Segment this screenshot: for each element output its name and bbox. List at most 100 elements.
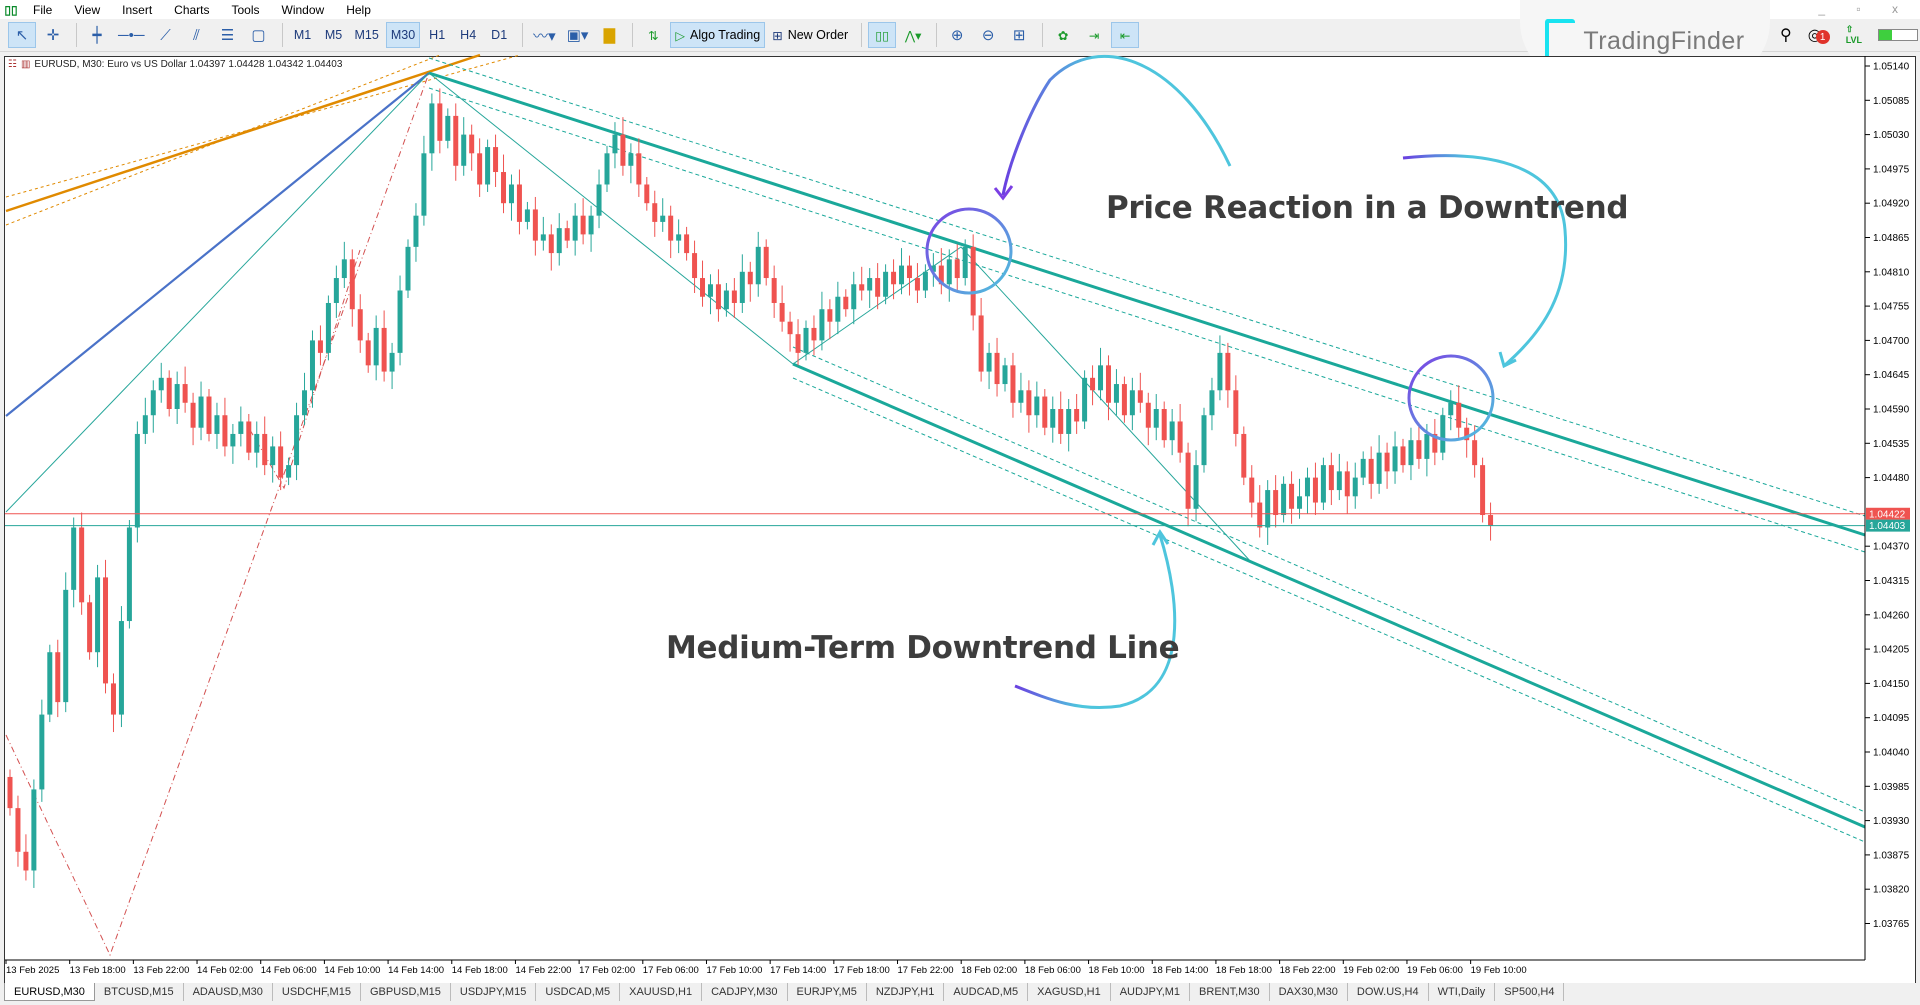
account-button[interactable]: ◎1	[1808, 25, 1830, 45]
candle	[501, 154, 507, 214]
menu-window[interactable]: Window	[281, 2, 325, 17]
chart-tab[interactable]: EURUSD,M30	[4, 983, 95, 1001]
price-tick-label: 1.03985	[1873, 782, 1910, 793]
search-icon[interactable]: ⚲	[1780, 26, 1792, 44]
menu-tools[interactable]: Tools	[231, 2, 260, 17]
candle	[397, 275, 403, 366]
orange-dotted-line[interactable]	[5, 54, 521, 198]
chart-tab[interactable]: XAUUSD,H1	[620, 983, 703, 1001]
blue-trendline[interactable]	[5, 72, 430, 417]
autoscroll-icon[interactable]: ⇤	[1111, 22, 1140, 48]
horizontal-line-icon[interactable]: ─•─	[118, 26, 145, 44]
folder-icon[interactable]: ▇	[603, 27, 616, 44]
zoom-out-icon[interactable]: ⊖	[981, 27, 995, 44]
menu-charts[interactable]: Charts	[174, 2, 210, 17]
timeframe-d1[interactable]: D1	[491, 28, 508, 42]
candle	[803, 320, 809, 361]
new-order-label: New Order	[787, 28, 849, 42]
upper-dotted-line[interactable]	[428, 87, 1866, 553]
chart-tab[interactable]: AUDCAD,M5	[944, 983, 1029, 1001]
level-indicator[interactable]: ⇧ LVL	[1845, 24, 1863, 45]
timeframe-m15[interactable]: M15	[354, 28, 379, 42]
candle-body	[580, 215, 586, 235]
vertical-line-icon[interactable]: ┿	[92, 27, 102, 44]
candle-body	[341, 259, 347, 279]
shapes-icon[interactable]: ▢	[251, 27, 266, 44]
channel-icon[interactable]: ⫽	[193, 26, 200, 44]
chart-tab[interactable]: WTI,Daily	[1429, 983, 1496, 1001]
thin-teal-line[interactable]	[5, 72, 430, 513]
time-tick-label: 18 Feb 02:00	[961, 965, 1017, 976]
candle-body	[381, 327, 387, 372]
one-click-trading-icon[interactable]: ⇅	[648, 28, 659, 43]
window-controls[interactable]: _ ▫ x	[1818, 2, 1912, 16]
candle-body	[1257, 502, 1263, 528]
chart-tab[interactable]: USDCHF,M15	[273, 983, 361, 1001]
main-downtrend-line[interactable]	[428, 71, 1866, 537]
chart-tab[interactable]: GBPUSD,M15	[361, 983, 451, 1001]
timeframe-m5[interactable]: M5	[324, 28, 343, 42]
menu-help[interactable]: Help	[346, 2, 371, 17]
candle-body	[819, 309, 825, 341]
indicators-icon[interactable]: 〰▾	[533, 27, 556, 45]
candle-body	[811, 327, 817, 341]
candle-body	[150, 390, 156, 416]
menu-file[interactable]: File	[33, 2, 53, 17]
chart-tab[interactable]: DOW.US,H4	[1348, 983, 1429, 1001]
red-zigzag-line[interactable]	[249, 249, 361, 490]
candle-body	[556, 228, 562, 254]
candle	[381, 310, 387, 382]
menu-insert[interactable]: Insert	[122, 2, 153, 17]
templates-icon[interactable]: ▣▾	[566, 27, 589, 44]
teal-zigzag-line[interactable]	[428, 72, 1253, 564]
timeframe-m30[interactable]: M30	[385, 22, 421, 48]
chart-tab[interactable]: DAX30,M30	[1270, 983, 1348, 1001]
trendline-icon[interactable]: ⟋	[160, 26, 171, 44]
chart-tab[interactable]: NZDJPY,H1	[867, 983, 945, 1001]
candle-body	[357, 309, 363, 341]
chart-tab[interactable]: XAGUSD,H1	[1028, 983, 1111, 1001]
chart-tab[interactable]: USDCAD,M5	[536, 983, 621, 1001]
tile-windows-icon[interactable]: ⊞	[1012, 27, 1026, 44]
algo-trading-button[interactable]: ▷ Algo Trading	[670, 22, 766, 48]
price-axis[interactable]: 1.05140 1.05085 1.05030 1.04975 1.04920 1.048…	[1865, 62, 1910, 931]
chart-tab[interactable]: SP500,H4	[1495, 983, 1565, 1001]
candle	[843, 289, 849, 317]
candle	[23, 834, 29, 881]
timeframe-h1[interactable]: H1	[429, 28, 446, 42]
candle	[1137, 372, 1143, 413]
lower-dotted-line[interactable]	[792, 377, 1866, 843]
menu-view[interactable]: View	[74, 2, 101, 17]
candle-body	[31, 789, 37, 871]
orange-trendline[interactable]	[5, 53, 481, 213]
timeframe-m1[interactable]: M1	[293, 28, 312, 42]
chart-tab[interactable]: ADAUSD,M30	[184, 983, 273, 1001]
timeframe-h4[interactable]: H4	[460, 28, 477, 42]
chart-tab[interactable]: AUDJPY,M1	[1111, 983, 1191, 1001]
line-chart-icon[interactable]: ⋀▾	[904, 28, 922, 43]
time-axis[interactable]: 13 Feb 2025 13 Feb 18:00 13 Feb 22:00 14 Fe…	[5, 960, 1527, 976]
crosshair-icon[interactable]: ✛	[46, 27, 60, 44]
cursor-icon[interactable]: ↖	[8, 22, 36, 48]
candle-body	[325, 302, 331, 353]
fibonacci-icon[interactable]: ☰	[220, 27, 235, 44]
chart-tab[interactable]: EURJPY,M5	[788, 983, 867, 1001]
red-zigzag-line[interactable]	[5, 72, 430, 957]
chart-tab[interactable]: BRENT,M30	[1190, 983, 1270, 1001]
settings-gear-icon[interactable]: ✿	[1057, 28, 1069, 43]
chart-shift-icon[interactable]: ⇥	[1088, 28, 1100, 43]
new-order-button[interactable]: ⊞ New Order	[768, 22, 852, 48]
chart-tab[interactable]: CADJPY,M30	[702, 983, 788, 1001]
candle	[994, 337, 1000, 397]
candlestick-chart-icon[interactable]: ▯▯	[868, 22, 897, 48]
chart-tab[interactable]: USDJPY,M15	[451, 983, 537, 1001]
chart-tab[interactable]: BTCUSD,M15	[95, 983, 184, 1001]
medium-term-downtrend-line[interactable]	[792, 362, 1866, 829]
lower-dotted-line[interactable]	[792, 346, 1866, 813]
candle-body	[930, 265, 936, 272]
candle	[819, 291, 825, 351]
zoom-in-icon[interactable]: ⊕	[950, 27, 964, 44]
candle	[747, 261, 753, 302]
upper-dotted-line[interactable]	[428, 57, 1866, 517]
